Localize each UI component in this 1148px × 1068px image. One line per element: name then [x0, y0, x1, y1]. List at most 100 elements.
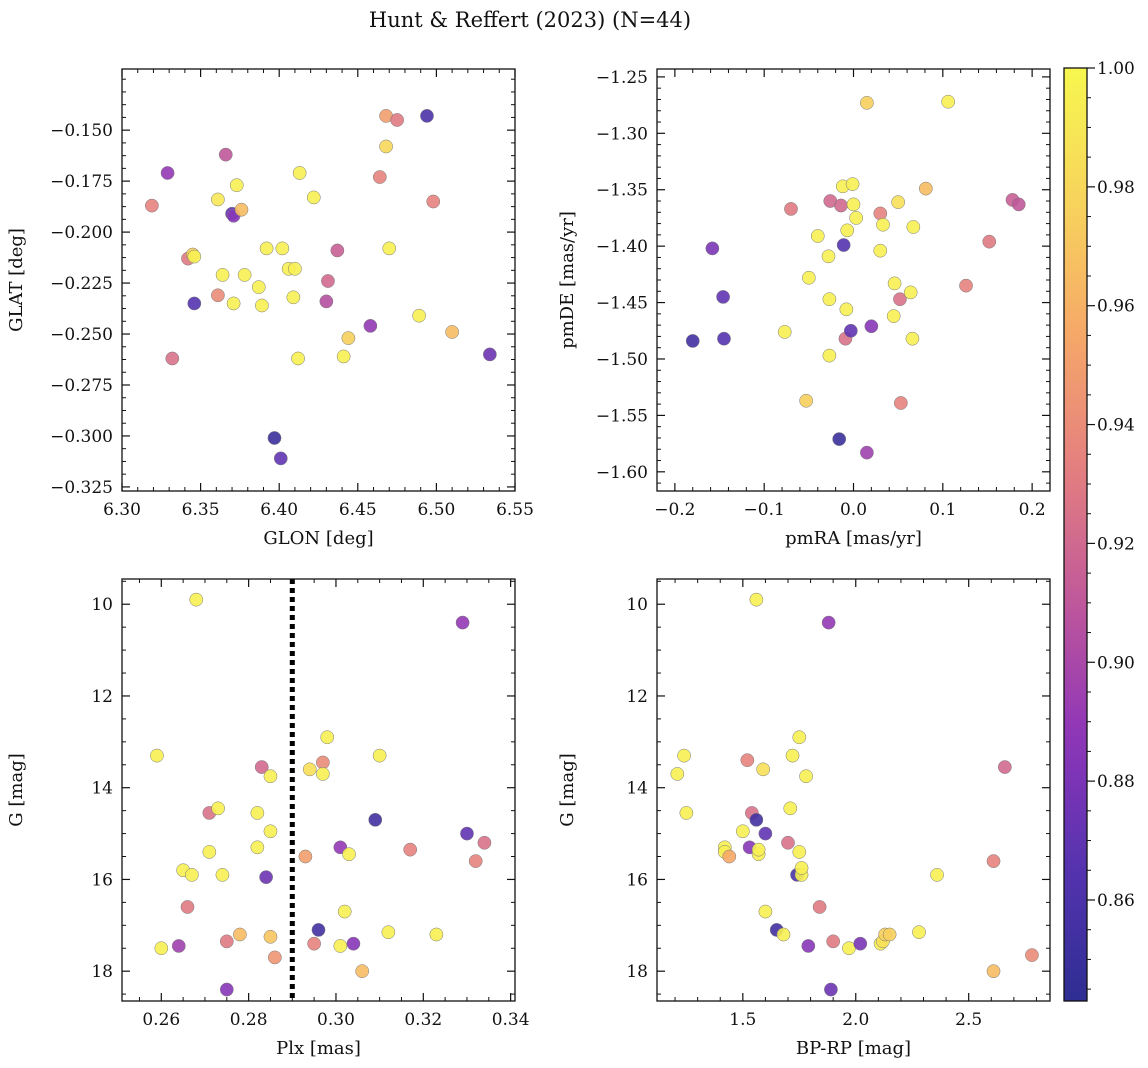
data-point: [275, 241, 290, 256]
y-tick-label: −0.150: [50, 121, 113, 141]
data-point: [677, 748, 691, 763]
y-tick-label: 14: [91, 779, 113, 799]
data-point: [320, 730, 335, 745]
data-point: [822, 348, 837, 363]
x-tick-label: 6.35: [182, 500, 220, 520]
data-point: [679, 806, 694, 820]
data-point: [229, 178, 244, 193]
data-point: [298, 849, 313, 864]
colorbar-tick-label: 0.88: [1097, 772, 1135, 792]
data-point: [390, 113, 404, 127]
data-point: [1011, 197, 1026, 212]
data-point: [685, 334, 700, 348]
data-point: [215, 868, 230, 882]
x-axis-label: BP-RP [mag]: [796, 1038, 911, 1059]
data-point: [150, 748, 164, 763]
data-point: [273, 451, 288, 466]
data-point: [758, 826, 773, 841]
data-point: [799, 393, 814, 408]
panel-pmra-pmde: −0.2 −0.1 0.0 0.1 0.2 −1.25 −1.30 −1.35 −1.40 −1.…: [557, 68, 1051, 549]
data-point: [321, 274, 335, 288]
data-point: [412, 308, 426, 323]
y-tick-label: −0.275: [50, 376, 113, 396]
axes-frame: [121, 68, 516, 492]
data-point: [355, 964, 370, 979]
plot-area: [657, 579, 1050, 1001]
data-point: [846, 197, 861, 212]
x-tick-label: 0.34: [492, 1010, 530, 1030]
data-point: [234, 202, 249, 217]
data-point: [918, 181, 933, 196]
data-point: [986, 964, 1001, 979]
x-tick-label: 6.55: [496, 500, 534, 520]
data-point: [263, 929, 278, 944]
data-point: [342, 847, 356, 862]
y-tick-label: −1.30: [596, 124, 648, 144]
data-point: [259, 870, 273, 885]
plot-area: [122, 579, 515, 1001]
data-point: [810, 229, 825, 243]
x-tick-label: 2.5: [955, 1010, 982, 1030]
data-point: [211, 288, 225, 303]
data-point: [997, 760, 1012, 774]
panel-glon-glat: 6.30 6.35 6.40 6.45 6.50 6.55 −0.150 −0.175 −0.2…: [6, 68, 534, 549]
x-tick-label: 6.45: [339, 500, 377, 520]
figure-title: Hunt & Reffert (2023) (N=44): [369, 8, 691, 32]
y-tick-label: −0.175: [50, 172, 113, 192]
data-point: [882, 927, 897, 942]
y-tick-label: −1.45: [596, 294, 648, 314]
data-point: [751, 842, 766, 857]
data-point: [801, 939, 816, 953]
data-point: [426, 194, 441, 209]
data-point: [785, 748, 800, 763]
data-point: [379, 139, 393, 154]
data-point: [781, 835, 795, 850]
data-point: [845, 177, 860, 191]
y-tick-label: −1.35: [596, 181, 648, 201]
x-axis-label: Plx [mas]: [276, 1038, 361, 1059]
y-tick-label: 18: [626, 962, 648, 982]
data-point: [255, 298, 269, 313]
y-tick-label: −0.250: [50, 325, 113, 345]
data-point: [756, 762, 771, 777]
x-tick-label: −0.2: [654, 500, 695, 520]
x-tick-label: −0.1: [744, 500, 785, 520]
colorbar-tick-label: 0.92: [1097, 534, 1135, 554]
axes-frame: [121, 578, 516, 1002]
data-point: [372, 170, 387, 184]
colorbar-gradient: [1064, 68, 1087, 1001]
x-tick-label: 2.0: [842, 1010, 869, 1030]
data-point: [187, 296, 202, 311]
data-point: [226, 296, 241, 311]
data-point: [337, 904, 352, 919]
y-tick-label: 12: [626, 687, 648, 707]
data-point: [982, 234, 997, 249]
data-point: [853, 936, 868, 951]
data-point: [468, 854, 483, 868]
data-point: [821, 249, 836, 264]
data-point: [891, 195, 906, 209]
colorbar-tick-label: 0.96: [1097, 297, 1135, 317]
data-point: [202, 845, 217, 859]
data-point: [826, 934, 841, 949]
data-point: [812, 900, 827, 914]
data-point: [670, 767, 685, 781]
data-point: [822, 292, 837, 307]
y-tick-label: −1.25: [596, 68, 648, 88]
data-point: [445, 325, 459, 339]
panel-plx-g: 0.26 0.28 0.30 0.32 0.34 10 12 14 16 18 Plx [mas] G…: [6, 578, 530, 1059]
colorbar-frame: [1063, 67, 1088, 1002]
data-point: [319, 294, 334, 309]
x-tick-label: 6.40: [260, 500, 298, 520]
data-point: [777, 325, 792, 339]
data-point: [455, 615, 470, 630]
data-point: [267, 950, 282, 965]
y-tick-label: 16: [626, 870, 648, 890]
y-tick-label: 10: [626, 595, 648, 615]
data-point: [705, 241, 720, 256]
data-point: [460, 826, 474, 841]
axes-frame: [656, 578, 1051, 1002]
data-point: [368, 812, 383, 827]
data-point: [211, 801, 225, 816]
data-point: [302, 762, 317, 777]
